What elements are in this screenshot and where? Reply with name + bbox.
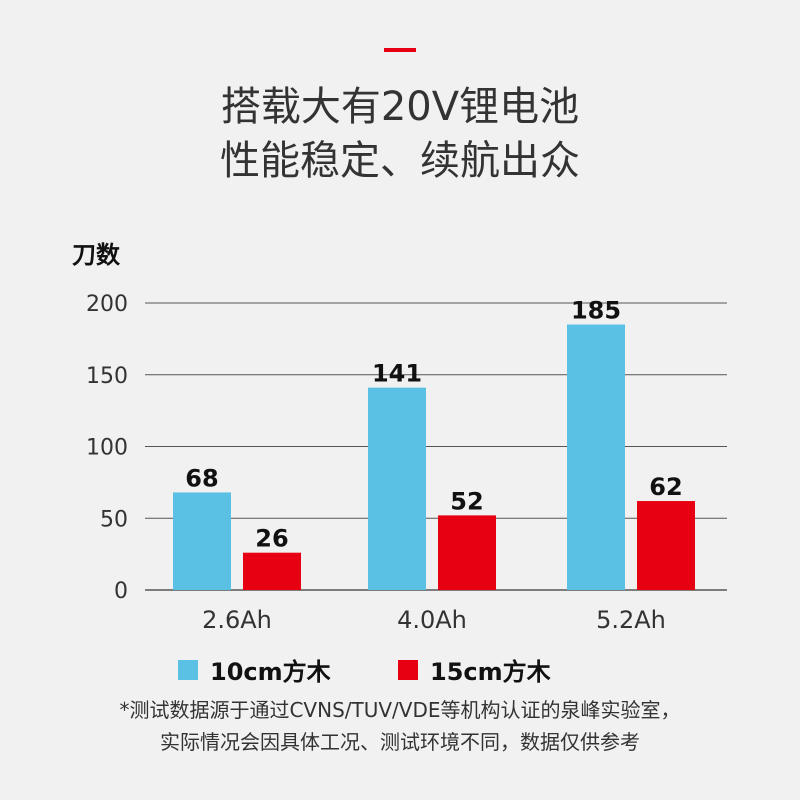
data-label-series-1-4.0Ah: 141: [372, 360, 422, 388]
data-label-series-2-2.6Ah: 26: [255, 525, 288, 553]
bar-chart: 刀数 0 50 100 150 200 68 26 2.6Ah 141 52 4.0Ah 185 62 5.…: [72, 241, 727, 634]
legend-swatch-series-2: [398, 659, 418, 680]
bar-series-1-5.2Ah: [567, 324, 625, 590]
y-axis-label: 刀数: [72, 241, 121, 269]
bar-series-1-2.6Ah: [173, 492, 231, 590]
y-tick-label-50: 50: [100, 507, 128, 532]
accent-bar: [384, 48, 416, 52]
legend-item-series-2: 15cm方木: [398, 652, 551, 687]
bar-series-2-2.6Ah: [243, 552, 301, 590]
legend-label-series-2: 15cm方木: [430, 658, 551, 686]
footnote-line-2: 实际情况会因具体工况、测试环境不同，数据仅供参考: [160, 730, 640, 754]
headline: 搭载大有20V锂电池 性能稳定、续航出众: [0, 80, 800, 188]
legend-swatch-series-1: [178, 659, 198, 680]
bar-series-2-4.0Ah: [438, 515, 496, 590]
legend-label-series-1: 10cm方木: [210, 658, 331, 686]
y-tick-label-200: 200: [86, 292, 128, 317]
data-label-series-1-5.2Ah: 185: [571, 297, 621, 325]
y-tick-label-150: 150: [86, 364, 128, 389]
headline-line-2: 性能稳定、续航出众: [220, 138, 580, 184]
legend-item-series-1: 10cm方木: [178, 652, 331, 687]
x-tick-label-5.2Ah: 5.2Ah: [596, 606, 666, 634]
headline-line-1: 搭载大有20V锂电池: [220, 84, 580, 130]
data-label-series-1-2.6Ah: 68: [185, 464, 218, 492]
footnote: *测试数据源于通过CVNS/TUV/VDE等机构认证的泉峰实验室， 实际情况会因…: [0, 694, 800, 758]
chart-legend: 10cm方木 15cm方木: [0, 652, 800, 692]
data-label-series-2-5.2Ah: 62: [649, 473, 682, 501]
bar-series-2-5.2Ah: [637, 501, 695, 590]
data-label-series-2-4.0Ah: 52: [450, 487, 483, 515]
bar-series-1-4.0Ah: [368, 387, 426, 590]
x-tick-label-2.6Ah: 2.6Ah: [202, 606, 272, 634]
y-tick-label-0: 0: [114, 579, 128, 604]
x-tick-label-4.0Ah: 4.0Ah: [397, 606, 467, 634]
footnote-line-1: *测试数据源于通过CVNS/TUV/VDE等机构认证的泉峰实验室，: [119, 698, 681, 722]
y-tick-label-100: 100: [86, 436, 128, 461]
